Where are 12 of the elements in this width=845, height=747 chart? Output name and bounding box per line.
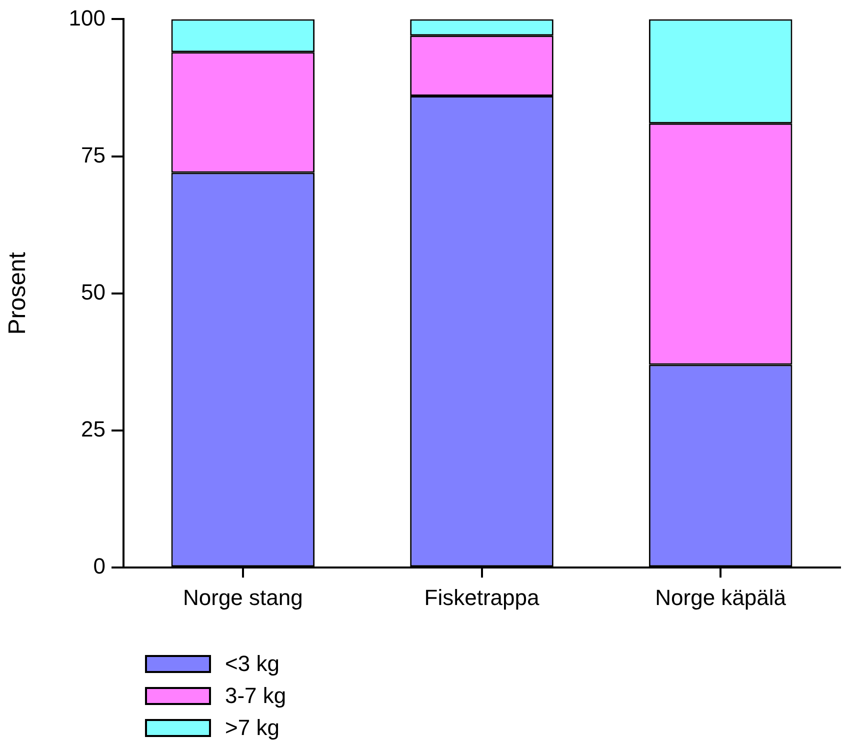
x-tick-label: Fisketrappa: [424, 584, 540, 610]
y-tick-label: 50: [81, 279, 106, 304]
y-tick-label: 100: [68, 5, 106, 30]
y-tick-label: 25: [81, 416, 106, 442]
y-tick-label: 75: [81, 142, 106, 168]
legend-label: >7 kg: [225, 715, 280, 741]
y-axis-title: Prosent: [4, 252, 32, 335]
legend-label: <3 kg: [225, 651, 280, 677]
legend-label: 3-7 kg: [225, 683, 286, 709]
x-tick-label: Norge stang: [182, 584, 303, 610]
y-tick-label: 0: [93, 554, 106, 579]
x-tick-label: Norge käpälä: [655, 584, 787, 610]
